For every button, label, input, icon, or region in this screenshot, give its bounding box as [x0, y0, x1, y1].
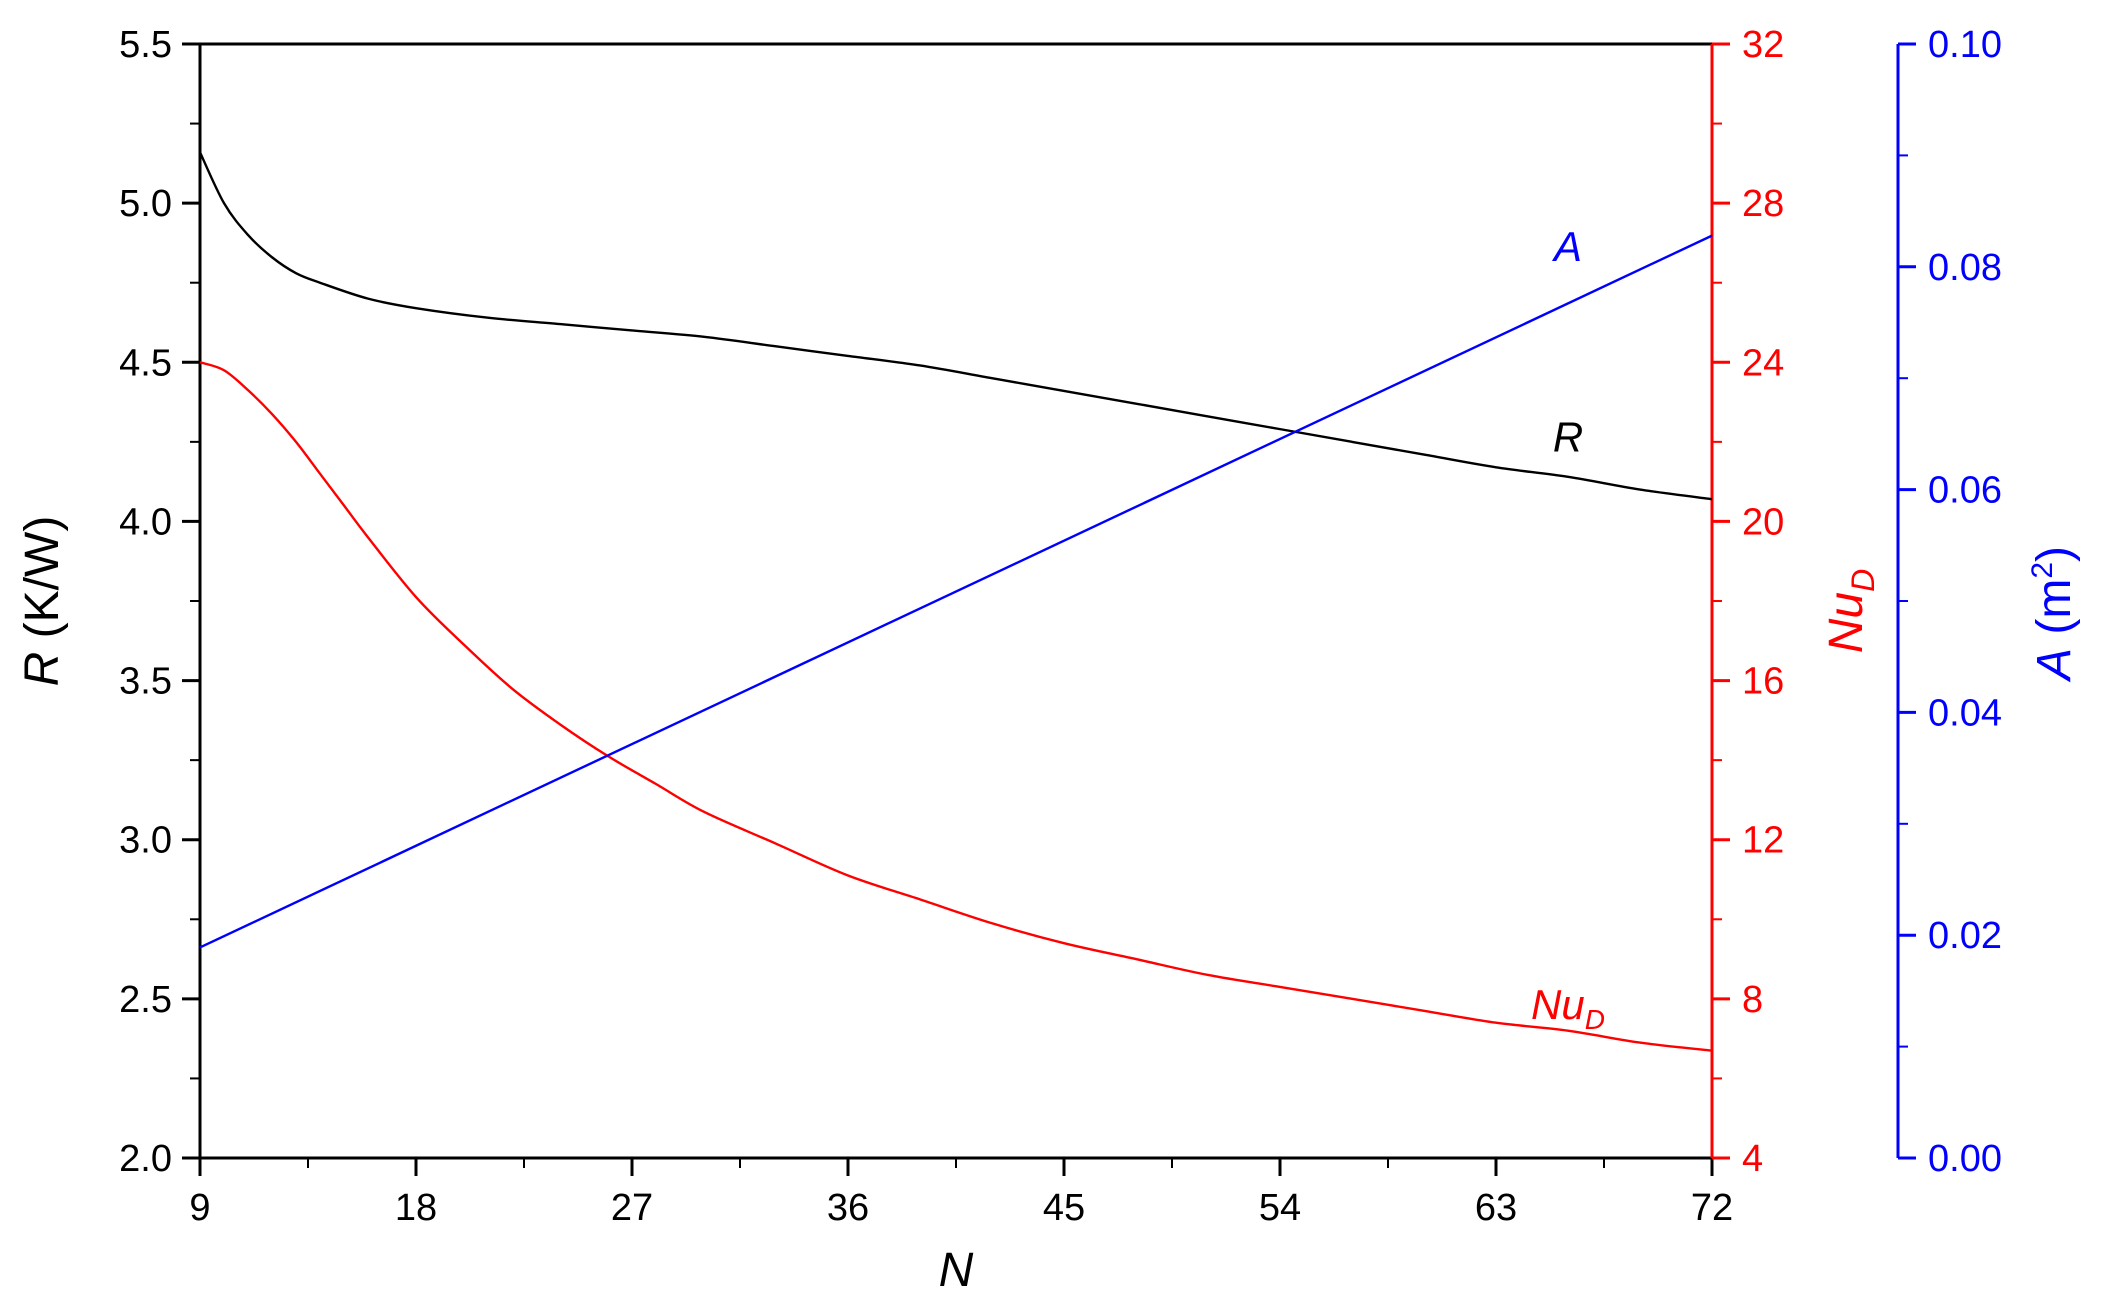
series-label-nud-text: Nu — [1531, 981, 1585, 1028]
series-line-a — [199, 234, 1713, 949]
y-axis-title-nud-symbol: Nu — [1820, 592, 1873, 653]
y-axis-nud: 4 8 12 16 20 24 28 32 — [1710, 24, 1784, 1180]
x-tick-label-54: 54 — [1259, 1187, 1301, 1229]
series-layer — [198, 151, 1713, 1052]
y-tick-label-r: 3.5 — [119, 661, 172, 703]
y-tick-label-nud: 16 — [1742, 661, 1784, 703]
y-tick-label-a: 0.02 — [1928, 915, 2002, 957]
series-label-r: R — [1553, 413, 1583, 460]
x-tick-label-72: 72 — [1691, 1187, 1733, 1229]
x-axis-title: N — [939, 1244, 974, 1297]
y-axis-a: 0.00 0.02 0.04 0.06 0.08 0.10 — [1896, 24, 2002, 1180]
series-label-a-text: A — [1551, 223, 1582, 270]
y-tick-label-a: 0.06 — [1928, 470, 2002, 512]
series-label-nud-sub: D — [1585, 1004, 1605, 1035]
series-label-r-text: R — [1553, 413, 1583, 460]
x-tick-label-63: 63 — [1475, 1187, 1517, 1229]
x-axis: 9 18 27 36 45 54 63 72 — [189, 1156, 1733, 1229]
y-axis-title-a-sup: 2 — [2026, 562, 2059, 579]
y-axis-title-nud-sub: D — [1845, 569, 1881, 592]
y-tick-label-a: 0.08 — [1928, 247, 2002, 289]
y-axis-title-a: A (m2) — [2026, 546, 2081, 683]
y-tick-label-r: 5.5 — [119, 24, 172, 66]
y-axis-title-a-close: ) — [2028, 546, 2081, 562]
y-tick-label-nud: 20 — [1742, 501, 1784, 543]
y-tick-label-nud: 24 — [1742, 342, 1784, 384]
y-tick-label-nud: 4 — [1742, 1138, 1763, 1180]
y-tick-label-r: 2.0 — [119, 1138, 172, 1180]
y-tick-label-r: 3.0 — [119, 820, 172, 862]
y-axis-title-r-unit: (K/W) — [16, 516, 69, 652]
y-tick-label-nud: 32 — [1742, 24, 1784, 66]
y-tick-label-r: 2.5 — [119, 979, 172, 1021]
y-axis-title-nud: NuD — [1820, 569, 1881, 653]
series-label-nud: NuD — [1531, 981, 1605, 1035]
y-tick-label-r: 5.0 — [119, 183, 172, 225]
y-tick-label-a: 0.00 — [1928, 1138, 2002, 1180]
y-tick-label-r: 4.0 — [119, 501, 172, 543]
label-layer: R A NuD — [1531, 223, 1605, 1035]
x-tick-label-9: 9 — [189, 1187, 210, 1229]
y-axis-title-r: R (K/W) — [16, 516, 69, 687]
y-tick-label-nud: 8 — [1742, 979, 1763, 1021]
series-line-nud — [199, 361, 1713, 1052]
y-tick-label-nud: 28 — [1742, 183, 1784, 225]
y-axis-r: 2.0 2.5 3.0 3.5 4.0 4.5 5.0 5.5 — [119, 24, 202, 1180]
y-tick-label-a: 0.10 — [1928, 24, 2002, 66]
series-label-a: A — [1551, 223, 1582, 270]
x-tick-label-36: 36 — [827, 1187, 869, 1229]
x-tick-label-18: 18 — [395, 1187, 437, 1229]
y-axis-title-a-unit: (m — [2028, 579, 2081, 648]
y-tick-label-a: 0.04 — [1928, 692, 2002, 734]
y-axis-title-r-symbol: R — [16, 652, 69, 687]
y-tick-label-nud: 12 — [1742, 820, 1784, 862]
x-tick-label-27: 27 — [611, 1187, 653, 1229]
x-tick-label-45: 45 — [1043, 1187, 1085, 1229]
y-axis-title-a-symbol: A — [2028, 648, 2081, 683]
series-line-r — [198, 151, 1713, 501]
y-tick-label-r: 4.5 — [119, 342, 172, 384]
